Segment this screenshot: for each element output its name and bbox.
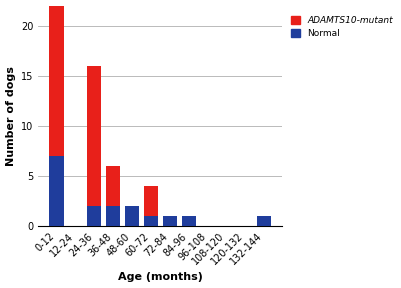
Bar	[182, 216, 196, 226]
Bar	[163, 216, 177, 226]
Bar	[144, 186, 158, 216]
Bar	[144, 216, 158, 226]
Bar	[125, 206, 139, 226]
Legend: ADAMTS10-mutant, Normal: ADAMTS10-mutant, Normal	[289, 14, 395, 40]
Bar	[87, 206, 101, 226]
Bar	[49, 5, 64, 156]
Bar	[106, 206, 120, 226]
Bar	[106, 166, 120, 206]
X-axis label: Age (months): Age (months)	[118, 272, 203, 283]
Bar	[257, 216, 271, 226]
Bar	[87, 66, 101, 206]
Bar	[49, 156, 64, 226]
Y-axis label: Number of dogs: Number of dogs	[6, 66, 16, 166]
